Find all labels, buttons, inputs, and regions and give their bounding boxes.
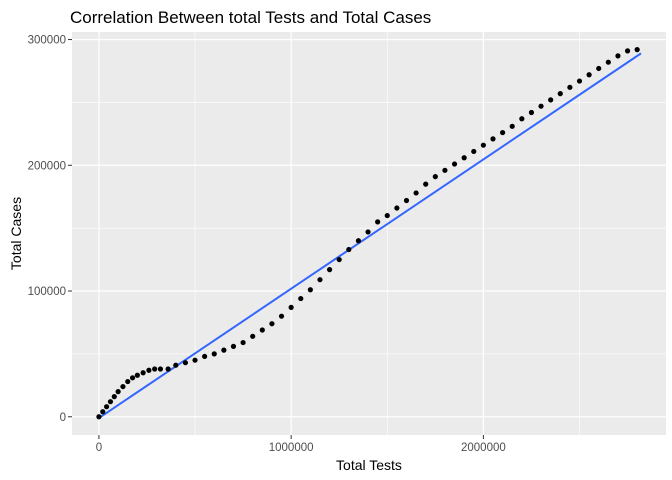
chart-title: Correlation Between total Tests and Tota… <box>70 8 431 27</box>
data-point-40 <box>413 190 419 196</box>
x-tick-label-0: 0 <box>96 442 102 454</box>
data-point-21 <box>230 343 237 349</box>
data-point-18 <box>202 353 208 360</box>
x-axis-title: Total Tests <box>336 457 402 473</box>
data-point-35 <box>365 229 371 235</box>
data-point-57 <box>576 78 583 84</box>
x-tick-label-2: 2000000 <box>461 442 506 454</box>
data-point-14 <box>165 366 171 372</box>
data-point-43 <box>442 167 448 173</box>
data-point-5 <box>115 389 121 395</box>
data-point-23 <box>250 333 256 339</box>
data-point-48 <box>490 136 496 142</box>
y-tick-label-0: 0 <box>60 412 66 424</box>
data-point-42 <box>432 174 438 180</box>
data-point-32 <box>336 256 342 263</box>
data-point-38 <box>394 205 400 211</box>
data-point-15 <box>173 362 179 368</box>
data-point-25 <box>269 321 275 327</box>
data-point-1 <box>100 409 106 415</box>
data-point-13 <box>157 366 164 372</box>
data-point-4 <box>111 394 117 400</box>
trend-line <box>98 52 642 419</box>
data-point-36 <box>375 219 381 225</box>
data-point-56 <box>567 84 573 90</box>
data-point-50 <box>509 123 515 129</box>
data-point-34 <box>355 238 362 244</box>
data-points <box>96 47 640 420</box>
data-point-8 <box>129 375 136 381</box>
data-point-22 <box>240 339 246 346</box>
data-point-12 <box>152 366 158 372</box>
data-point-24 <box>259 327 265 333</box>
data-point-31 <box>326 267 333 273</box>
data-point-58 <box>586 72 592 78</box>
data-point-39 <box>403 197 410 204</box>
data-point-61 <box>615 53 621 59</box>
data-point-55 <box>557 91 563 97</box>
data-point-26 <box>278 313 285 319</box>
data-point-62 <box>624 48 631 54</box>
data-point-11 <box>146 367 152 373</box>
data-point-0 <box>96 414 102 420</box>
data-point-20 <box>221 347 227 353</box>
data-point-44 <box>451 161 458 167</box>
data-point-52 <box>528 109 535 116</box>
x-axis-ticks: 0 1000000 2000000 <box>96 435 506 454</box>
data-point-2 <box>104 404 110 410</box>
data-point-30 <box>317 277 323 283</box>
data-point-19 <box>211 351 217 357</box>
data-point-7 <box>125 378 131 385</box>
data-point-51 <box>519 116 525 122</box>
data-point-54 <box>548 97 554 103</box>
x-tick-label-1: 1000000 <box>269 442 314 454</box>
data-point-10 <box>140 370 146 376</box>
data-point-17 <box>192 357 198 363</box>
data-point-16 <box>182 360 189 366</box>
data-point-3 <box>107 399 114 405</box>
data-point-29 <box>307 287 313 293</box>
y-axis-title: Total Cases <box>8 197 24 270</box>
y-axis-ticks: 0 100000 200000 300000 <box>28 35 72 424</box>
major-gridlines <box>72 32 666 435</box>
data-point-59 <box>596 65 602 72</box>
data-point-9 <box>134 372 140 378</box>
data-point-53 <box>538 103 544 109</box>
y-tick-label-2: 200000 <box>28 160 66 172</box>
y-tick-label-1: 100000 <box>28 286 66 298</box>
data-point-6 <box>120 383 126 390</box>
y-tick-label-3: 300000 <box>28 35 66 47</box>
data-point-37 <box>384 212 390 219</box>
data-point-63 <box>634 47 640 53</box>
data-point-46 <box>471 148 477 155</box>
data-point-49 <box>500 129 506 136</box>
data-point-60 <box>605 59 611 65</box>
data-point-33 <box>346 246 352 253</box>
data-point-41 <box>423 181 429 187</box>
data-point-28 <box>298 295 304 302</box>
data-point-27 <box>288 304 294 310</box>
data-point-47 <box>480 142 486 148</box>
data-point-45 <box>461 155 467 161</box>
